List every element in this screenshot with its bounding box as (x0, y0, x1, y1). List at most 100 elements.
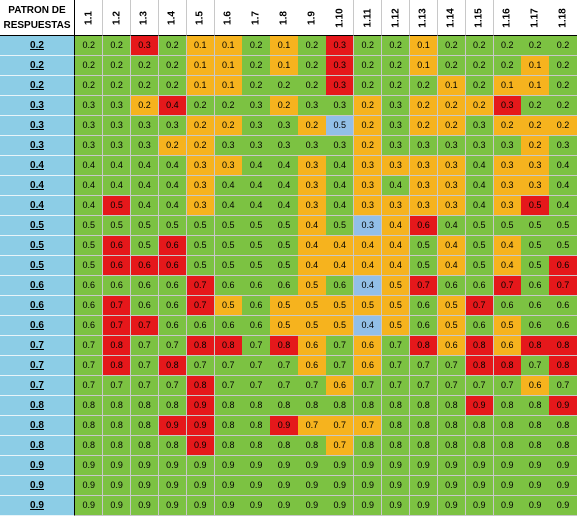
table-cell: 0.6 (354, 336, 383, 356)
table-cell: 0.3 (354, 216, 383, 236)
column-header: 1.12 (381, 0, 411, 36)
table-cell: 0.6 (298, 336, 327, 356)
table-cell: 0.2 (130, 76, 160, 96)
table-cell: 0.3 (326, 36, 355, 56)
table-cell: 0.2 (354, 96, 383, 116)
table-cell: 0.3 (270, 136, 299, 156)
table-cell: 0.8 (242, 436, 271, 456)
table-cell: 0.8 (130, 416, 160, 436)
table-cell: 0.4 (493, 236, 522, 256)
column-header: 1.3 (130, 0, 160, 36)
table-cell: 0.8 (549, 416, 577, 436)
table-cell: 0.2 (437, 56, 467, 76)
table-cell: 0.4 (242, 156, 271, 176)
column-header-label: 1.16 (501, 7, 513, 28)
table-cell: 0.3 (186, 196, 215, 216)
table-cell: 0.8 (270, 336, 299, 356)
table-cell: 0.8 (102, 356, 132, 376)
table-cell: 0.2 (158, 56, 188, 76)
table-cell: 0.4 (465, 196, 494, 216)
table-cell: 0.8 (493, 396, 522, 416)
table-cell: 0.8 (437, 416, 467, 436)
table-cell: 0.2 (521, 96, 550, 116)
table-cell: 0.6 (465, 316, 494, 336)
table-cell: 0.2 (158, 36, 188, 56)
table-cell: 0.4 (298, 236, 327, 256)
row-header-line2: RESPUESTAS (3, 20, 71, 31)
table-cell: 0.3 (326, 136, 355, 156)
table-cell: 0.4 (354, 316, 383, 336)
table-cell: 0.9 (521, 456, 550, 476)
table-cell: 0.7 (130, 336, 160, 356)
table-cell: 0.2 (298, 116, 327, 136)
table-cell: 0.6 (75, 316, 104, 336)
table-cell: 0.4 (214, 196, 243, 216)
table-cell: 0.9 (437, 476, 467, 496)
table-cell: 0.7 (158, 336, 188, 356)
table-cell: 0.4 (326, 196, 355, 216)
table-cell: 0.3 (381, 136, 411, 156)
column-header: 1.5 (186, 0, 215, 36)
table-cell: 0.5 (326, 116, 355, 136)
table-cell: 0.3 (521, 156, 550, 176)
table-cell: 0.4 (102, 176, 132, 196)
table-cell: 0.3 (326, 76, 355, 96)
table-cell: 0.3 (214, 136, 243, 156)
column-header: 1.13 (409, 0, 439, 36)
row-label: 0.2 (0, 36, 75, 56)
table-cell: 0.4 (158, 196, 188, 216)
table-cell: 0.8 (465, 416, 494, 436)
table-cell: 0.8 (493, 416, 522, 436)
table-cell: 0.8 (354, 396, 383, 416)
table-cell: 0.9 (549, 456, 577, 476)
table-cell: 0.9 (493, 496, 522, 516)
table-cell: 0.9 (326, 496, 355, 516)
table-cell: 0.9 (298, 456, 327, 476)
table-cell: 0.2 (381, 76, 411, 96)
table-cell: 0.8 (354, 436, 383, 456)
table-cell: 0.7 (102, 376, 132, 396)
table-cell: 0.8 (409, 436, 439, 456)
table-cell: 0.4 (326, 156, 355, 176)
table-cell: 0.7 (214, 356, 243, 376)
row-label: 0.2 (0, 76, 75, 96)
table-cell: 0.7 (437, 376, 467, 396)
table-cell: 0.4 (465, 176, 494, 196)
table-cell: 0.2 (130, 56, 160, 76)
table-cell: 0.8 (214, 416, 243, 436)
column-header-label: 1.3 (138, 10, 150, 25)
table-cell: 0.5 (186, 256, 215, 276)
table-cell: 0.5 (409, 236, 439, 256)
table-cell: 0.8 (102, 416, 132, 436)
table-cell: 0.4 (130, 176, 160, 196)
table-cell: 0.7 (75, 356, 104, 376)
table-cell: 0.6 (521, 376, 550, 396)
table-cell: 0.5 (130, 216, 160, 236)
table-cell: 0.8 (158, 436, 188, 456)
table-cell: 0.2 (354, 116, 383, 136)
table-cell: 0.1 (214, 56, 243, 76)
table-cell: 0.4 (354, 236, 383, 256)
table-cell: 0.7 (186, 276, 215, 296)
table-cell: 0.2 (270, 76, 299, 96)
table-cell: 0.5 (298, 276, 327, 296)
column-header: 1.16 (493, 0, 522, 36)
table-cell: 0.5 (242, 256, 271, 276)
table-cell: 0.9 (186, 436, 215, 456)
table-cell: 0.2 (298, 56, 327, 76)
table-cell: 0.8 (102, 336, 132, 356)
table-cell: 0.5 (521, 216, 550, 236)
table-cell: 0.3 (381, 196, 411, 216)
table-cell: 0.2 (214, 116, 243, 136)
table-cell: 0.3 (75, 136, 104, 156)
table-cell: 0.5 (242, 236, 271, 256)
row-label: 0.8 (0, 436, 75, 456)
table-cell: 0.4 (298, 256, 327, 276)
table-cell: 0.6 (270, 276, 299, 296)
table-cell: 0.8 (521, 436, 550, 456)
table-cell: 0.2 (465, 76, 494, 96)
table-cell: 0.2 (409, 96, 439, 116)
column-header: 1.14 (437, 0, 467, 36)
column-header-label: 1.15 (473, 7, 485, 28)
